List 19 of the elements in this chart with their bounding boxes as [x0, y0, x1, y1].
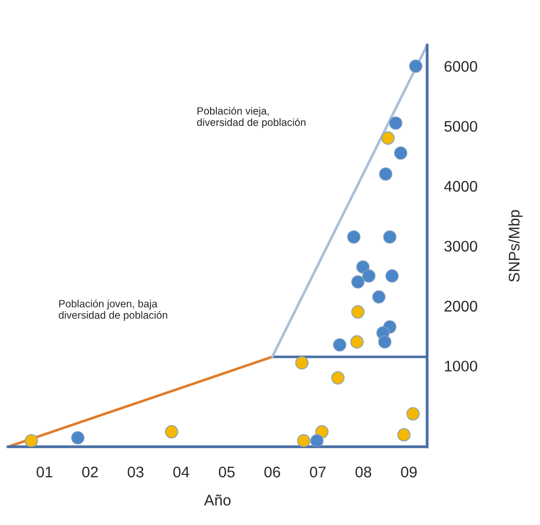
x-tick-label: 01	[36, 466, 52, 478]
y-tick-label: 5000	[444, 120, 478, 132]
annotation: Población vieja, diversidad de población	[197, 106, 306, 128]
x-tick-label: 08	[355, 466, 372, 478]
x-tick-label: 07	[310, 466, 326, 478]
y-tick-label: 3000	[444, 240, 478, 252]
x-tick-label: 03	[128, 466, 144, 478]
y-tick-label: 6000	[444, 61, 478, 72]
y-tick-label: 1000	[444, 360, 478, 372]
x-tick-label: 02	[82, 466, 98, 478]
y-tick-label: 2000	[444, 300, 478, 312]
x-tick-label: 04	[173, 466, 190, 478]
y-tick-label: 4000	[444, 180, 478, 192]
annotation: Población joven, baja diversidad de población	[58, 300, 168, 321]
x-axis-title: Año	[204, 494, 231, 506]
y-axis-title: SNPs/Mbp	[508, 210, 523, 282]
x-tick-label: 05	[218, 466, 235, 478]
x-tick-label: 09	[401, 466, 417, 478]
x-tick-label: 06	[264, 466, 280, 478]
